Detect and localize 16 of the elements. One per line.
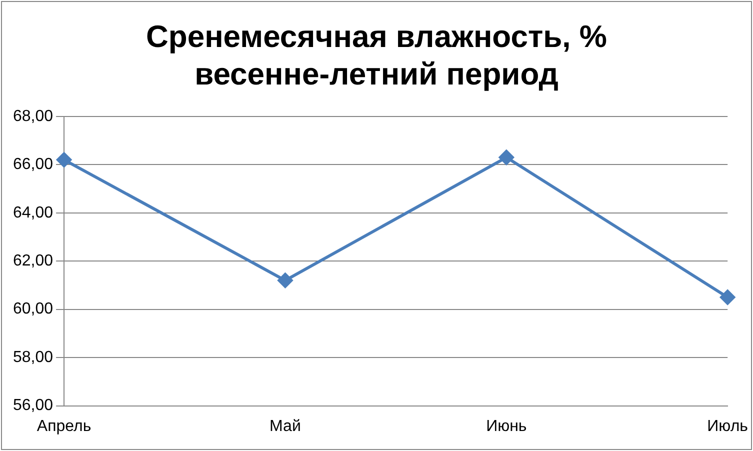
y-tick-label: 62,00 (12, 252, 54, 270)
point (278, 272, 293, 288)
x-tick-label: Июль (707, 418, 748, 435)
x-tick-label: Апрель (36, 418, 92, 435)
y-tick-label: 66,00 (12, 156, 54, 174)
x-tick-label: Июнь (486, 418, 527, 435)
point (720, 290, 736, 305)
y-tick-label: 56,00 (12, 397, 54, 414)
y-tick-label: 68,00 (12, 108, 54, 125)
chart-title: Сренемесячная влажность, % весенне-летний период (146, 19, 607, 92)
x-tick-label: Май (270, 418, 301, 435)
point (56, 152, 72, 168)
y-tick-label: 58,00 (12, 348, 54, 366)
y-tick-label: 64,00 (12, 204, 54, 222)
point (498, 150, 514, 165)
y-tick-label: 60,00 (12, 300, 54, 318)
